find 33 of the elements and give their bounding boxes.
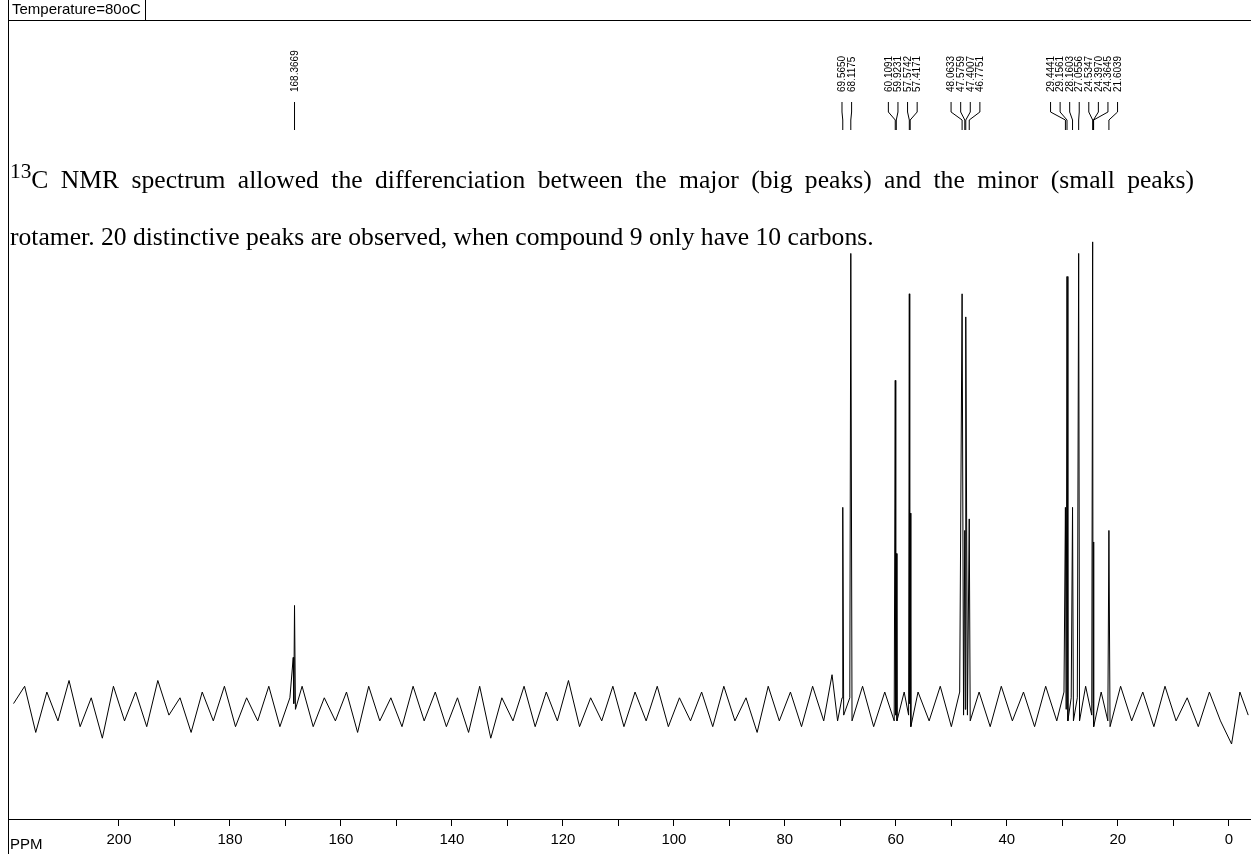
x-tick-label: 0 — [1224, 830, 1233, 848]
x-tick-label: 40 — [998, 830, 1016, 848]
annotation: 69.5650 — [836, 55, 848, 92]
annotation: 59.9231 — [892, 55, 904, 92]
annotation: $^{13}$C NMR spectrum allowed the differenciation between the major (big peaks) and the minor (small peaks) rotamer. 20 distinctive peaks are observed, when compound 9 only have 10 carbons. — [10, 158, 1194, 253]
x-axis-title: PPM — [10, 835, 43, 853]
annotation: 57.5742 — [901, 55, 913, 92]
annotation: 24.3970 — [1092, 55, 1104, 92]
x-tick-label: 80 — [776, 830, 794, 848]
annotation: 27.0556 — [1073, 55, 1085, 92]
x-tick-label: 160 — [328, 830, 354, 848]
annotation: 46.7751 — [974, 55, 986, 92]
x-tick-label: 200 — [106, 830, 132, 848]
annotation: 29.4441 — [1044, 55, 1056, 92]
annotation: 21.6039 — [1111, 55, 1123, 92]
annotation: 28.1603 — [1063, 55, 1075, 92]
annotation: 47.4007 — [964, 55, 976, 92]
chart-title: Temperature=80oC — [8, 0, 146, 21]
annotation: 48.0633 — [945, 55, 957, 92]
annotation: 60.1091 — [882, 55, 894, 92]
x-tick-label: 180 — [217, 830, 243, 848]
annotation: 168.3669 — [288, 49, 300, 92]
annotation: 29.1561 — [1054, 55, 1066, 92]
annotation: 24.3645 — [1102, 55, 1114, 92]
x-tick-label: 20 — [1109, 830, 1127, 848]
x-tick-label: 120 — [550, 830, 576, 848]
annotation: 57.4171 — [911, 55, 923, 92]
x-tick-label: 100 — [661, 830, 687, 848]
annotation: 24.5347 — [1083, 55, 1095, 92]
x-tick-label: 60 — [887, 830, 905, 848]
annotation: 68.1175 — [845, 56, 857, 92]
x-tick-label: 140 — [439, 830, 465, 848]
annotation: 47.5759 — [954, 55, 966, 92]
